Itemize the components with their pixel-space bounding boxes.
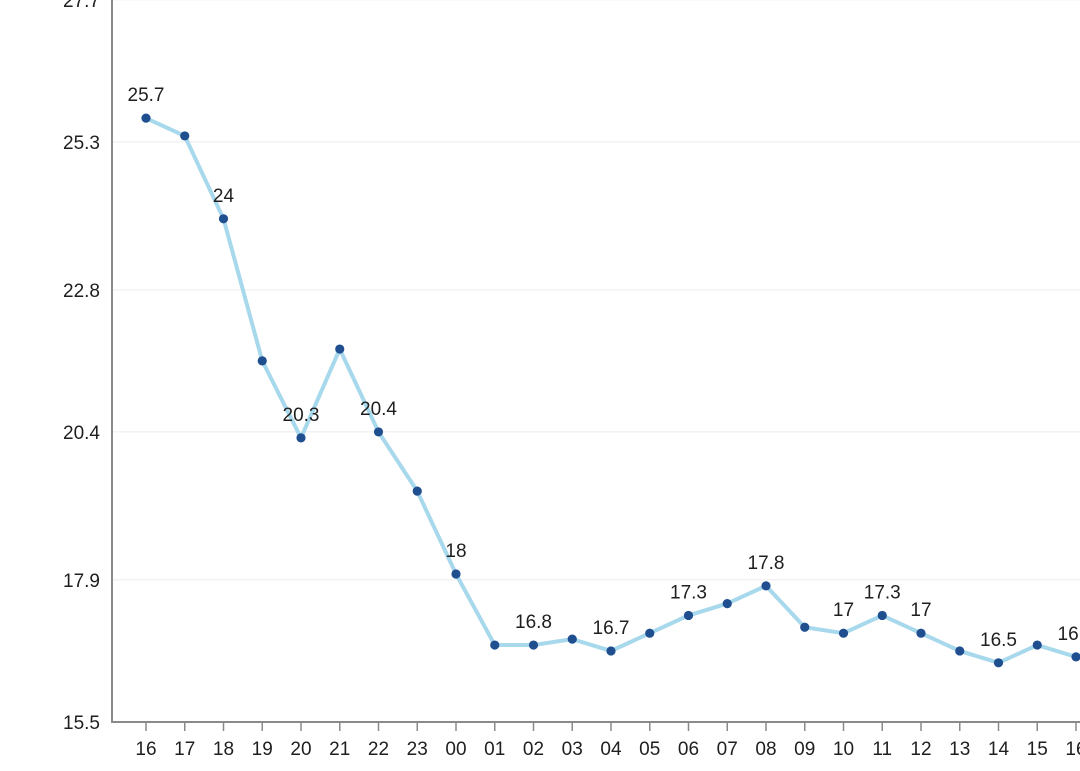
data-label: 24 <box>213 186 235 207</box>
x-tick-label: 18 <box>213 739 234 760</box>
data-point <box>800 622 810 632</box>
data-point <box>141 113 151 123</box>
data-label: 17 <box>833 600 854 621</box>
data-labels: 25.7 24 20.3 20.4 18 16.8 16.7 17.3 17.8 17 17.3 17… <box>128 85 1080 651</box>
data-point <box>877 610 887 621</box>
x-tick-label: 10 <box>833 739 854 760</box>
data-point <box>567 634 577 644</box>
data-label: 16.5 <box>980 630 1017 651</box>
data-label: 16.8 <box>515 612 552 633</box>
data-point <box>606 646 616 656</box>
y-tick-label: 15.5 <box>63 713 100 734</box>
y-tick-label: 27.7 <box>63 0 100 12</box>
data-label: 17 <box>910 600 931 621</box>
x-tick-label: 03 <box>562 739 583 760</box>
x-axis: 16 17 18 19 20 21 22 23 00 01 02 03 04 05 06 07 08 09 10 11… <box>111 721 1080 760</box>
data-point <box>993 658 1004 668</box>
x-tick-label: 13 <box>949 739 970 760</box>
y-tick-label: 25.3 <box>63 133 100 154</box>
y-tick-label: 22.8 <box>63 281 100 302</box>
data-label: 17.3 <box>864 582 901 603</box>
x-tick-label: 02 <box>523 739 544 760</box>
x-tick-label: 23 <box>407 739 428 760</box>
data-label: 25.7 <box>128 85 165 106</box>
x-tick-label: 11 <box>872 739 892 760</box>
data-label: 17.3 <box>670 582 707 603</box>
data-label: 16.7 <box>593 618 630 639</box>
data-point <box>761 581 771 591</box>
series-line <box>141 113 1080 668</box>
x-tick-label: 07 <box>717 739 738 760</box>
data-label: 18 <box>445 541 466 562</box>
x-tick-label: 12 <box>910 739 931 760</box>
grid-lines <box>112 0 1080 581</box>
data-point <box>1032 640 1042 650</box>
x-tick-label: 15 <box>1027 739 1048 760</box>
data-point <box>645 628 655 638</box>
x-tick-label: 09 <box>794 739 815 760</box>
x-tick-label: 08 <box>755 739 776 760</box>
data-point <box>412 486 422 496</box>
data-point <box>683 610 694 621</box>
y-axis: 15.5 17.9 20.4 22.8 25.3 27.7 <box>63 0 113 734</box>
x-tick-label: 00 <box>445 739 466 760</box>
data-point <box>180 131 190 141</box>
x-tick-label: 17 <box>174 739 195 760</box>
x-tick-label: 06 <box>678 739 699 760</box>
x-tick-label: 21 <box>329 739 350 760</box>
y-tick-label: 17.9 <box>63 571 100 592</box>
data-point <box>296 433 306 443</box>
x-tick-label: 14 <box>988 739 1010 760</box>
data-point <box>257 356 267 366</box>
data-point <box>528 640 539 650</box>
y-tick-label: 20.4 <box>63 423 100 444</box>
x-tick-label: 05 <box>639 739 660 760</box>
x-tick-label: 20 <box>290 739 311 760</box>
x-tick-label: 16 <box>135 739 156 760</box>
data-point <box>1071 652 1080 662</box>
data-point <box>916 628 926 638</box>
x-tick-label: 19 <box>252 739 273 760</box>
data-point <box>955 646 965 656</box>
data-label: 20.4 <box>360 399 397 420</box>
x-tick-label: 01 <box>484 739 505 760</box>
x-tick-label: 16 <box>1065 739 1080 760</box>
data-point <box>490 640 500 650</box>
data-label: 20.3 <box>283 405 320 426</box>
data-point <box>218 214 229 224</box>
data-label: 16.6 <box>1058 624 1080 645</box>
data-point <box>722 599 732 609</box>
series-line <box>144 116 1078 665</box>
data-point <box>373 427 384 437</box>
data-label: 17.8 <box>748 553 785 574</box>
data-point <box>838 628 849 638</box>
data-point <box>335 344 345 354</box>
x-tick-label: 22 <box>368 739 389 760</box>
data-point <box>451 569 461 579</box>
x-tick-label: 04 <box>600 739 622 760</box>
